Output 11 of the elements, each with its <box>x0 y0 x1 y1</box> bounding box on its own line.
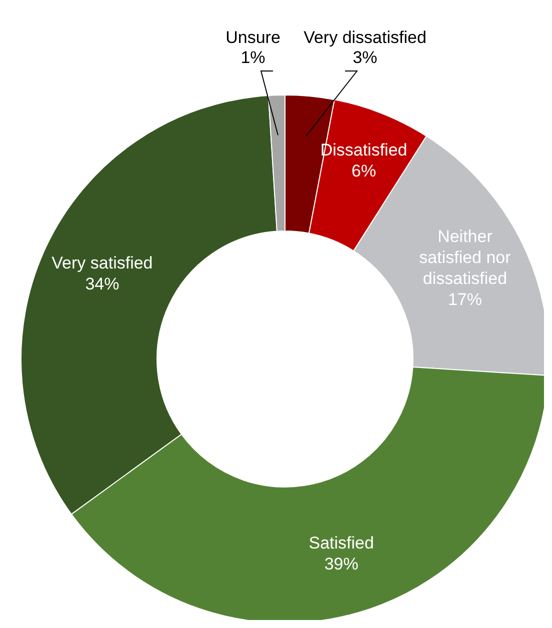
slice-label: Very satisfied <box>52 253 153 272</box>
data-label: 3% <box>352 48 378 67</box>
slice-label: Satisfied <box>308 533 374 552</box>
slice-label: Unsure <box>226 28 280 47</box>
slice-label: Neither satisfied nor dissatisfied <box>419 226 512 288</box>
data-label: 34% <box>85 274 120 294</box>
data-label: 1% <box>240 48 266 67</box>
data-label: 6% <box>351 162 376 181</box>
data-label: 39% <box>324 554 358 574</box>
slice-label: Very dissatisfied <box>304 28 426 47</box>
data-label: 17% <box>448 290 482 309</box>
